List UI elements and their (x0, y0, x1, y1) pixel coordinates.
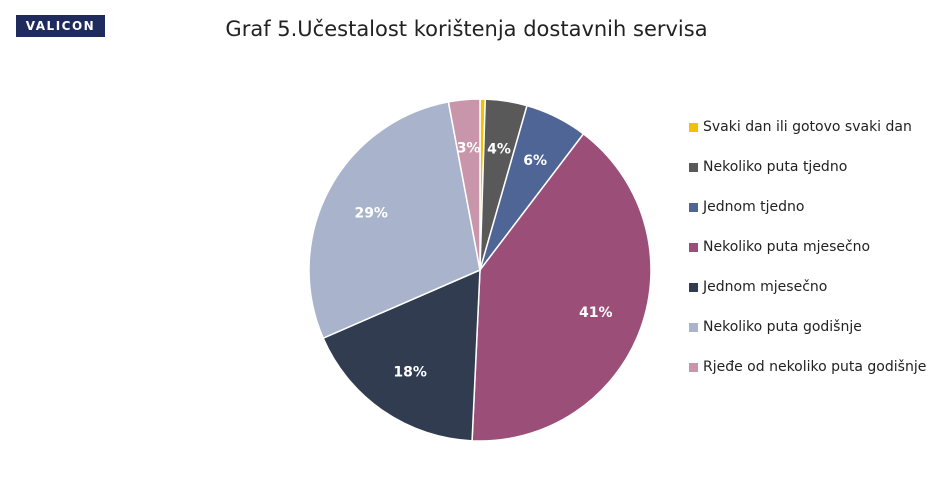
chart-title: Graf 5.Učestalost korištenja dostavnih s… (225, 17, 708, 41)
pie-slice (447, 98, 481, 271)
pie-slice (322, 268, 481, 442)
legend-item: Nekoliko puta mjesečno (689, 238, 929, 257)
legend-swatch (689, 163, 698, 172)
slice-label: 6% (523, 153, 547, 169)
legend-item: Svaki dan ili gotovo svaki dan (689, 118, 929, 137)
pie-slice (471, 132, 652, 442)
legend-swatch (689, 203, 698, 212)
pie-slice (308, 101, 481, 340)
chart-legend: Svaki dan ili gotovo svaki dan Nekoliko … (689, 118, 929, 398)
legend-item: Jednom mjesečno (689, 278, 929, 297)
legend-swatch (689, 283, 698, 292)
slice-label: 3% (457, 140, 481, 156)
legend-item: Jednom tjedno (689, 198, 929, 217)
pie-chart: 4% 6% 41% 18% 29% 3% (308, 98, 652, 442)
slice-label: 4% (487, 141, 511, 157)
legend-label: Svaki dan ili gotovo svaki dan (703, 119, 912, 135)
legend-swatch (689, 363, 698, 372)
legend-label: Nekoliko puta mjesečno (703, 239, 871, 255)
legend-label: Nekoliko puta tjedno (703, 159, 848, 175)
legend-swatch (689, 323, 698, 332)
slice-label: 41% (579, 305, 613, 321)
slice-label: 29% (354, 205, 388, 221)
legend-item: Rjeđe od nekoliko puta godišnje (689, 358, 929, 377)
valicon-logo: VALICON (16, 15, 105, 37)
slice-label: 18% (393, 364, 427, 380)
legend-item: Nekoliko puta tjedno (689, 158, 929, 177)
legend-swatch (689, 123, 698, 132)
legend-label: Nekoliko puta godišnje (703, 319, 862, 335)
legend-item: Nekoliko puta godišnje (689, 318, 929, 337)
legend-label: Jednom tjedno (703, 199, 805, 215)
legend-label: Jednom mjesečno (703, 279, 828, 295)
legend-swatch (689, 243, 698, 252)
legend-label: Rjeđe od nekoliko puta godišnje (703, 359, 927, 375)
